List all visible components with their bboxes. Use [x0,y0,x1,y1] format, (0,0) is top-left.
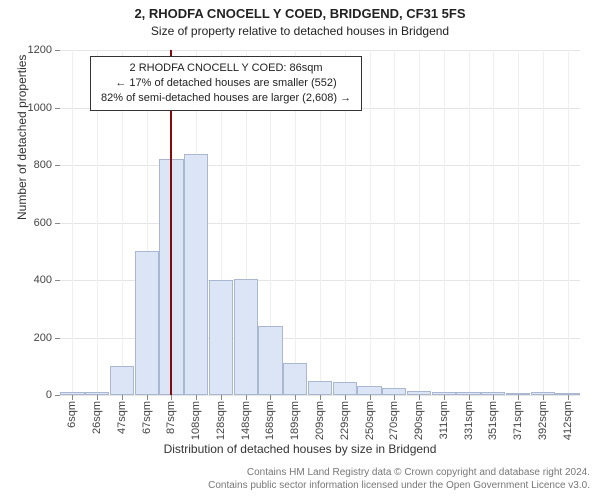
y-tick-label: 600 [34,217,52,229]
histogram-bar [234,279,258,395]
x-tick [518,395,519,400]
x-tick-label: 250sqm [364,401,376,440]
y-tick-label: 0 [46,389,52,401]
annotation-line3: 82% of semi-detached houses are larger (… [101,91,351,106]
x-tick [171,395,172,400]
x-tick [72,395,73,400]
y-tick-label: 800 [34,159,52,171]
x-tick [221,395,222,400]
x-tick-label: 412sqm [562,401,574,440]
histogram-bar [382,388,406,395]
x-tick-label: 392sqm [537,401,549,440]
x-tick [320,395,321,400]
y-tick-label: 1200 [28,44,52,56]
x-tick-label: 168sqm [264,401,276,440]
x-tick-label: 270sqm [388,401,400,440]
y-tick [55,223,60,224]
x-tick-label: 26sqm [91,401,103,434]
histogram-bar [258,326,282,395]
x-tick [568,395,569,400]
x-tick-label: 311sqm [438,401,450,439]
x-tick [122,395,123,400]
x-tick [543,395,544,400]
y-axis-label: Number of detached properties [15,55,29,220]
x-tick-label: 6sqm [66,401,78,428]
histogram-bar [333,382,357,395]
y-tick [55,50,60,51]
x-tick [295,395,296,400]
x-tick [444,395,445,400]
x-tick-label: 290sqm [413,401,425,440]
x-tick [493,395,494,400]
x-tick-label: 67sqm [141,401,153,434]
histogram-bar [357,386,381,395]
chart-subtitle: Size of property relative to detached ho… [0,24,600,38]
x-tick-label: 209sqm [314,401,326,440]
x-tick-label: 351sqm [487,401,499,440]
x-tick [419,395,420,400]
y-tick [55,165,60,166]
x-tick [469,395,470,400]
histogram-bar [283,363,307,395]
x-tick [345,395,346,400]
x-tick [196,395,197,400]
x-tick [147,395,148,400]
chart-title-address: 2, RHODFA CNOCELL Y COED, BRIDGEND, CF31… [0,6,600,21]
y-tick-label: 200 [34,332,52,344]
x-tick-label: 148sqm [240,401,252,440]
footer-line1: Contains HM Land Registry data © Crown c… [0,466,590,479]
chart-container: 2, RHODFA CNOCELL Y COED, BRIDGEND, CF31… [0,0,600,500]
histogram-bar [110,366,134,395]
x-tick-label: 229sqm [339,401,351,440]
y-tick [55,338,60,339]
histogram-bar [135,251,159,395]
y-tick-label: 1000 [28,102,52,114]
x-tick [246,395,247,400]
histogram-bar [184,154,208,396]
x-tick-label: 87sqm [165,401,177,434]
x-tick [270,395,271,400]
y-tick [55,108,60,109]
histogram-bar [308,381,332,395]
footer-attribution: Contains HM Land Registry data © Crown c… [0,466,590,492]
footer-line2: Contains public sector information licen… [0,479,590,492]
x-tick-label: 371sqm [512,401,524,440]
x-tick-label: 47sqm [116,401,128,434]
y-tick [55,280,60,281]
x-tick-label: 108sqm [190,401,202,440]
x-axis-label: Distribution of detached houses by size … [0,442,600,456]
y-tick [55,395,60,396]
x-tick-label: 189sqm [289,401,301,440]
histogram-bar [209,280,233,395]
annotation-line2: ← 17% of detached houses are smaller (55… [101,76,351,91]
x-tick-label: 128sqm [215,401,227,440]
y-tick-label: 400 [34,274,52,286]
x-tick [394,395,395,400]
x-tick-label: 331sqm [463,401,475,440]
x-tick [370,395,371,400]
annotation-box: 2 RHODFA CNOCELL Y COED: 86sqm ← 17% of … [90,56,362,111]
plot-area: 2 RHODFA CNOCELL Y COED: 86sqm ← 17% of … [60,50,580,396]
x-tick [97,395,98,400]
annotation-line1: 2 RHODFA CNOCELL Y COED: 86sqm [101,61,351,76]
